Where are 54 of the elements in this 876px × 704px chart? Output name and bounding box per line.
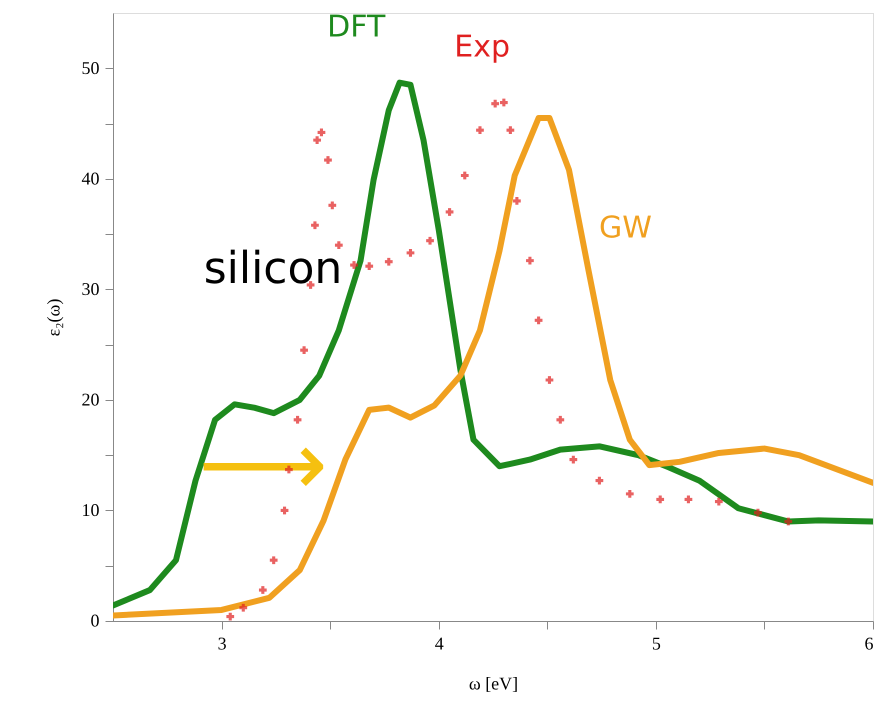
point xyxy=(300,346,308,354)
point xyxy=(546,376,554,384)
point xyxy=(476,126,484,134)
y-tick-label: 50 xyxy=(82,58,100,78)
point xyxy=(754,508,762,517)
x-axis-title: ω [eV] xyxy=(468,674,518,694)
y-axis-title: ε₂(ω) xyxy=(44,298,64,336)
point xyxy=(311,221,319,230)
point xyxy=(626,490,634,498)
x-tick-label: 6 xyxy=(864,634,874,654)
point xyxy=(334,241,343,250)
y-tick-label: 20 xyxy=(82,389,100,410)
annotation: ⟶ xyxy=(198,412,328,517)
point xyxy=(365,262,374,270)
series-label: Exp xyxy=(454,29,510,64)
point xyxy=(534,316,542,324)
y-tick-label: 30 xyxy=(82,278,100,299)
point xyxy=(406,249,414,257)
point xyxy=(460,172,469,180)
x-tick-label: 5 xyxy=(652,634,661,654)
point xyxy=(684,496,692,504)
point xyxy=(656,496,664,504)
point xyxy=(350,261,358,269)
point xyxy=(318,128,326,136)
point xyxy=(426,236,434,245)
point xyxy=(784,518,792,526)
x-tick-label: 4 xyxy=(434,634,444,654)
point xyxy=(294,416,302,424)
point xyxy=(384,258,393,266)
point xyxy=(270,556,278,564)
point xyxy=(506,126,514,134)
series-label: GW xyxy=(598,210,652,246)
point xyxy=(313,136,321,144)
point xyxy=(526,256,534,264)
point xyxy=(513,197,521,205)
point xyxy=(446,208,454,216)
x-tick-label: 3 xyxy=(218,634,227,654)
y-tick-label: 40 xyxy=(82,168,100,188)
point xyxy=(556,416,564,424)
point xyxy=(280,506,288,514)
point xyxy=(258,586,267,594)
point xyxy=(500,98,508,106)
point xyxy=(491,100,500,108)
point xyxy=(239,604,248,612)
y-tick-label: 10 xyxy=(82,500,100,520)
point xyxy=(596,476,604,484)
point xyxy=(324,156,332,164)
point xyxy=(328,201,336,210)
point xyxy=(226,612,234,620)
series-label: DFT xyxy=(327,9,386,44)
point xyxy=(714,498,723,506)
point xyxy=(569,456,578,464)
y-tick-label: 0 xyxy=(90,610,100,630)
annotation: silicon xyxy=(204,243,342,294)
